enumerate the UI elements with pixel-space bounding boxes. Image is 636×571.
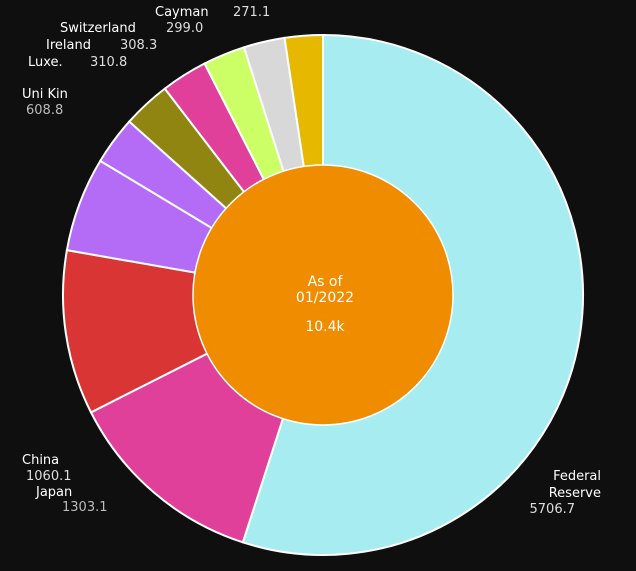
slice-label-6-0: Switzerland <box>60 21 136 36</box>
slice-value-0: 5706.7 <box>530 502 576 517</box>
slice-value-4: 310.8 <box>90 55 127 70</box>
slice-label-1-0: Japan <box>35 485 72 500</box>
slice-label-3-0: Uni Kin <box>22 87 68 102</box>
slice-label-0-1: Reserve <box>549 486 601 501</box>
slice-label-7-0: Cayman <box>155 5 209 20</box>
slice-value-1: 1303.1 <box>62 500 108 515</box>
slice-value-7: 271.1 <box>233 5 270 20</box>
center-total: 10.4k <box>305 319 345 335</box>
center-date: 01/2022 <box>296 290 354 306</box>
slice-label-0-0: Federal <box>553 469 601 484</box>
slice-label-5-0: Ireland <box>46 38 91 53</box>
center-text: As of 01/2022 10.4k <box>296 274 354 335</box>
center-circle <box>192 164 454 426</box>
slice-value-2: 1060.1 <box>26 469 72 484</box>
slice-value-6: 299.0 <box>166 21 203 36</box>
slice-label-2-0: China <box>22 453 59 468</box>
center-as-of: As of <box>308 274 344 290</box>
slice-value-3: 608.8 <box>26 103 63 118</box>
slice-label-4-0: Luxe. <box>28 55 63 70</box>
slice-value-5: 308.3 <box>120 38 157 53</box>
